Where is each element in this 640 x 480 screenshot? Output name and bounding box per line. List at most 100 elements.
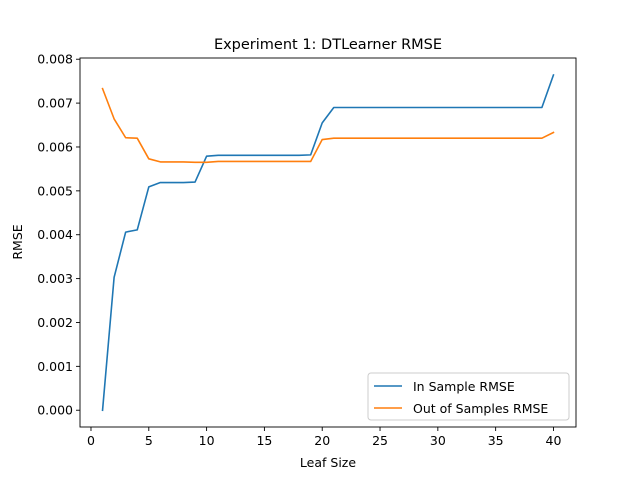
data-point-1-36 [518, 137, 520, 139]
data-point-1-14 [264, 161, 266, 163]
data-point-0-27 [414, 107, 416, 109]
chart-title: Experiment 1: DTLearner RMSE [214, 37, 442, 53]
data-point-1-33 [483, 137, 485, 139]
data-point-0-9 [206, 155, 208, 157]
data-point-0-8 [194, 181, 196, 183]
y-tick-label: 0.001 [37, 359, 73, 374]
data-point-1-35 [506, 137, 508, 139]
data-point-0-6 [171, 182, 173, 184]
data-point-1-24 [379, 137, 381, 139]
y-axis-ticks: 0.000 0.001 0.002 0.003 0.004 0.005 0.006 0.007… [37, 52, 80, 418]
data-point-1-15 [275, 161, 277, 163]
data-point-0-29 [437, 107, 439, 109]
x-tick-label: 40 [546, 433, 562, 448]
data-point-0-17 [298, 155, 300, 157]
data-point-1-31 [460, 137, 462, 139]
y-tick-label: 0.005 [37, 183, 73, 198]
data-point-0-13 [252, 155, 254, 157]
data-point-0-32 [472, 107, 474, 109]
data-point-0-35 [506, 107, 508, 109]
data-point-0-3 [136, 229, 138, 231]
data-point-0-1 [113, 276, 115, 278]
plot-lines [101, 73, 555, 412]
data-point-1-25 [391, 137, 393, 139]
data-point-0-2 [125, 231, 127, 233]
data-point-0-23 [368, 107, 370, 109]
x-tick-label: 35 [488, 433, 504, 448]
data-point-0-34 [495, 107, 497, 109]
data-point-1-22 [356, 137, 358, 139]
data-point-0-39 [553, 74, 555, 76]
data-point-1-32 [472, 137, 474, 139]
data-point-1-7 [183, 161, 185, 163]
data-point-0-10 [217, 155, 219, 157]
data-point-1-19 [321, 139, 323, 141]
data-point-1-10 [217, 161, 219, 163]
data-point-0-25 [391, 107, 393, 109]
data-point-0-7 [183, 182, 185, 184]
data-point-0-15 [275, 155, 277, 157]
y-tick-label: 0.003 [37, 271, 73, 286]
y-tick-label: 0.006 [37, 139, 73, 154]
data-point-1-13 [252, 161, 254, 163]
data-point-0-16 [287, 155, 289, 157]
x-tick-label: 15 [256, 433, 272, 448]
data-point-1-28 [425, 137, 427, 139]
data-point-0-26 [402, 107, 404, 109]
data-point-1-39 [553, 132, 555, 134]
x-tick-label: 25 [372, 433, 388, 448]
y-tick-label: 0.008 [37, 52, 73, 67]
data-point-1-27 [414, 137, 416, 139]
legend-box [367, 372, 570, 421]
data-point-1-1 [113, 118, 115, 120]
data-point-1-8 [194, 162, 196, 164]
series-line-1 [101, 87, 555, 164]
data-point-0-37 [530, 107, 532, 109]
data-point-0-22 [356, 107, 358, 109]
data-point-0-14 [264, 155, 266, 157]
data-point-1-21 [345, 137, 347, 139]
data-point-1-20 [333, 137, 335, 139]
data-point-1-37 [530, 137, 532, 139]
data-point-0-28 [425, 107, 427, 109]
data-point-1-12 [240, 161, 242, 163]
data-point-1-38 [541, 137, 543, 139]
data-point-0-31 [460, 107, 462, 109]
data-point-1-30 [449, 137, 451, 139]
data-point-1-29 [437, 137, 439, 139]
series-line-0 [101, 73, 555, 412]
data-point-0-5 [160, 182, 162, 184]
data-point-1-26 [402, 137, 404, 139]
legend-label-out-of-samples: Out of Samples RMSE [413, 401, 548, 416]
data-point-0-36 [518, 107, 520, 109]
x-tick-label: 0 [87, 433, 95, 448]
data-point-0-0 [102, 409, 104, 411]
x-tick-label: 10 [199, 433, 215, 448]
x-axis-label: Leaf Size [300, 455, 356, 470]
data-point-1-17 [298, 161, 300, 163]
legend-label-in-sample: In Sample RMSE [413, 379, 515, 394]
data-point-0-30 [449, 107, 451, 109]
data-point-0-38 [541, 107, 543, 109]
x-tick-label: 20 [314, 433, 330, 448]
data-point-1-3 [136, 137, 138, 139]
axes-frame [79, 57, 577, 428]
data-point-1-23 [368, 137, 370, 139]
data-point-0-18 [310, 154, 312, 156]
data-point-1-34 [495, 137, 497, 139]
data-point-1-0 [102, 88, 104, 90]
data-point-1-18 [310, 161, 312, 163]
data-point-0-21 [345, 107, 347, 109]
y-tick-label: 0.004 [37, 227, 73, 242]
data-point-1-11 [229, 161, 231, 163]
data-point-0-33 [483, 107, 485, 109]
y-tick-label: 0.000 [37, 403, 73, 418]
y-tick-label: 0.002 [37, 315, 73, 330]
data-point-1-4 [148, 158, 150, 160]
data-point-1-6 [171, 161, 173, 163]
x-tick-label: 30 [430, 433, 446, 448]
data-point-1-9 [206, 162, 208, 164]
x-axis-ticks: 0 5 10 15 20 25 30 35 40 [87, 427, 561, 448]
data-point-1-16 [287, 161, 289, 163]
